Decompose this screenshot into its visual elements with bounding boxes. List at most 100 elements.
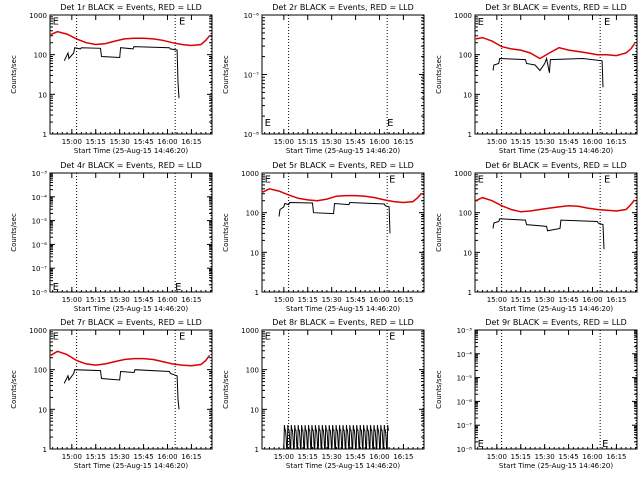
- y-tick-label: 10: [250, 249, 259, 257]
- e-marker: E: [387, 118, 393, 129]
- x-axis-label: Start Time (25-Aug-15 14:46:20): [499, 462, 613, 470]
- x-tick-label: 15:15: [511, 296, 531, 304]
- x-tick-label: 16:00: [369, 138, 389, 146]
- events-series-line: [283, 425, 389, 450]
- y-tick-label: 10⁻³: [32, 170, 48, 178]
- events-series-line: [492, 218, 605, 250]
- x-tick-label: 16:00: [369, 453, 389, 461]
- x-tick-label: 15:00: [274, 138, 294, 146]
- plot-frame: [49, 14, 213, 135]
- panel-title: Det 2r BLACK = Events, RED = LLD: [272, 3, 414, 12]
- y-tick-label: 10⁻⁷: [457, 422, 473, 430]
- y-tick-label: 10: [38, 91, 47, 99]
- x-tick-label: 15:00: [274, 296, 294, 304]
- x-tick-label: 15:45: [558, 453, 578, 461]
- e-marker: E: [179, 17, 185, 28]
- x-tick-label: 15:45: [133, 138, 153, 146]
- plot-frame: [261, 14, 425, 135]
- y-tick-label: 1: [468, 289, 472, 297]
- x-tick-label: 15:00: [487, 138, 507, 146]
- x-tick-label: 15:45: [345, 296, 365, 304]
- y-tick-label: 1: [43, 446, 47, 454]
- y-axis-label: Counts/sec: [222, 55, 230, 94]
- panel-title: Det 6r BLACK = Events, RED = LLD: [485, 161, 627, 170]
- x-tick-label: 15:15: [86, 296, 106, 304]
- x-tick-label: 15:45: [133, 453, 153, 461]
- x-axis-label: Start Time (25-Aug-15 14:46:20): [74, 462, 188, 470]
- e-marker: E: [265, 118, 271, 129]
- e-marker: E: [53, 282, 59, 293]
- x-tick-label: 15:45: [133, 296, 153, 304]
- y-axis-label: Counts/sec: [435, 370, 443, 409]
- panel-title: Det 1r BLACK = Events, RED = LLD: [60, 3, 202, 12]
- x-tick-label: 15:15: [298, 296, 318, 304]
- e-marker: E: [389, 332, 395, 343]
- plot-frame: [474, 329, 638, 450]
- panel-title: Det 9r BLACK = Events, RED = LLD: [485, 318, 627, 327]
- x-tick-label: 15:45: [558, 296, 578, 304]
- panel-7: Det 7r BLACK = Events, RED = LLD Counts/s…: [10, 318, 213, 470]
- x-tick-label: 15:00: [487, 453, 507, 461]
- plot-frame: [49, 172, 213, 293]
- x-tick-label: 15:15: [298, 138, 318, 146]
- e-marker: E: [389, 175, 395, 186]
- x-tick-label: 15:30: [322, 296, 342, 304]
- x-tick-label: 16:00: [582, 138, 602, 146]
- y-tick-label: 1000: [29, 327, 47, 335]
- x-tick-label: 15:45: [345, 138, 365, 146]
- panel-title: Det 3r BLACK = Events, RED = LLD: [485, 3, 627, 12]
- x-tick-label: 16:00: [157, 296, 177, 304]
- x-tick-label: 15:30: [110, 138, 130, 146]
- x-tick-label: 16:15: [181, 138, 201, 146]
- x-tick-label: 15:15: [511, 453, 531, 461]
- events-series-line: [278, 201, 391, 234]
- x-tick-label: 15:00: [62, 138, 82, 146]
- e-marker: E: [478, 439, 484, 450]
- panel-title: Det 4r BLACK = Events, RED = LLD: [60, 161, 202, 170]
- x-tick-label: 15:30: [535, 138, 555, 146]
- panel-5: Det 5r BLACK = Events, RED = LLD Counts/s…: [222, 161, 425, 313]
- e-marker: E: [179, 332, 185, 343]
- y-axis-label: Counts/sec: [10, 55, 18, 94]
- x-axis-label: Start Time (25-Aug-15 14:46:20): [286, 462, 400, 470]
- y-tick-label: 1: [468, 131, 472, 139]
- y-tick-label: 10⁻⁷: [244, 72, 260, 80]
- lld-series-line: [262, 188, 423, 204]
- x-tick-label: 16:15: [181, 296, 201, 304]
- e-marker: E: [478, 17, 484, 28]
- lld-series-line: [50, 350, 211, 367]
- x-axis-label: Start Time (25-Aug-15 14:46:20): [499, 147, 613, 155]
- plot-frame: [474, 14, 638, 135]
- y-tick-label: 1: [43, 131, 47, 139]
- y-tick-label: 1000: [454, 170, 472, 178]
- plot-frame: [49, 329, 213, 450]
- y-axis-label: Counts/sec: [10, 213, 18, 252]
- y-tick-label: 10⁻⁵: [457, 375, 473, 383]
- x-axis-label: Start Time (25-Aug-15 14:46:20): [286, 305, 400, 313]
- y-axis-label: Counts/sec: [222, 213, 230, 252]
- y-tick-label: 100: [459, 52, 472, 60]
- e-marker: E: [265, 175, 271, 186]
- events-series-line: [63, 46, 180, 99]
- lld-series-line: [475, 36, 636, 60]
- events-series-line: [492, 56, 604, 88]
- x-tick-label: 15:45: [558, 138, 578, 146]
- x-tick-label: 15:15: [511, 138, 531, 146]
- x-tick-label: 15:30: [110, 453, 130, 461]
- y-tick-label: 1000: [29, 12, 47, 20]
- x-tick-label: 15:15: [86, 138, 106, 146]
- y-axis-label: Counts/sec: [10, 370, 18, 409]
- y-tick-label: 10⁻⁸: [32, 289, 48, 297]
- y-tick-label: 10⁻⁶: [457, 398, 473, 406]
- y-axis-label: Counts/sec: [435, 213, 443, 252]
- y-tick-label: 10⁻⁸: [244, 131, 260, 139]
- e-marker: E: [53, 17, 59, 28]
- panel-2: Det 2r BLACK = Events, RED = LLD Counts/s…: [222, 3, 425, 155]
- y-tick-label: 10⁻⁶: [244, 12, 260, 20]
- x-tick-label: 15:00: [62, 453, 82, 461]
- e-marker: E: [604, 17, 610, 28]
- panel-3: Det 3r BLACK = Events, RED = LLD Counts/s…: [435, 3, 638, 155]
- x-tick-label: 15:30: [535, 453, 555, 461]
- y-tick-label: 100: [34, 52, 47, 60]
